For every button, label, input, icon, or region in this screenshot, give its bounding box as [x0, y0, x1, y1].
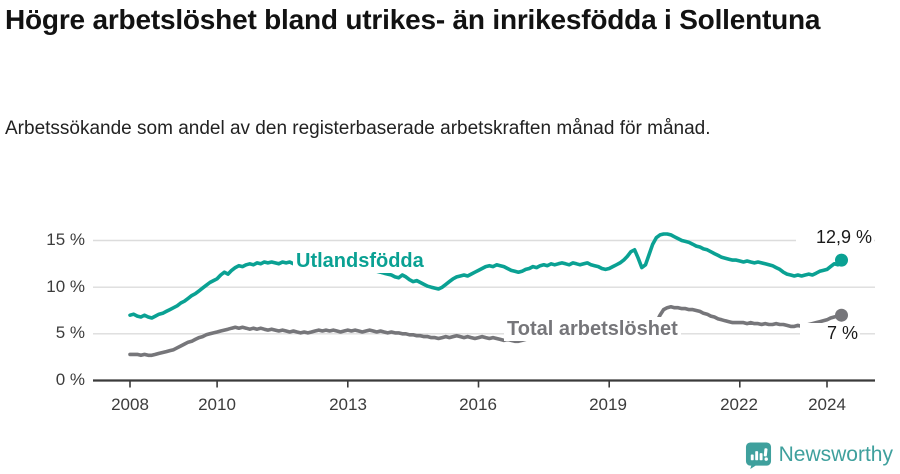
x-tick-label-2016: 2016: [459, 395, 497, 414]
y-tick-label-5: 5 %: [55, 323, 85, 342]
end-value-total: 7 %: [800, 323, 860, 344]
y-tick-label-15: 15 %: [46, 230, 85, 249]
chart-subtitle: Arbetssökande som andel av den registerb…: [5, 118, 711, 139]
x-tick-label-2019: 2019: [589, 395, 627, 414]
series-endpoint-0: [835, 253, 848, 267]
series-line-1: [128, 304, 844, 358]
x-tick-label-2022: 2022: [720, 395, 758, 414]
chart-title: Högre arbetslöshet bland utrikes- än inr…: [5, 4, 821, 35]
newsworthy-brand[interactable]: Newsworthy: [745, 441, 893, 469]
end-value-utlandsfodda: 12,9 %: [796, 227, 874, 248]
series-line-0: [128, 232, 844, 320]
series-label-total: Total arbetslöshet: [504, 317, 681, 341]
series-label-utlandsfodda: Utlandsfödda: [293, 249, 427, 273]
newsworthy-logo-icon: [745, 442, 771, 469]
x-tick-label-2010: 2010: [198, 395, 236, 414]
y-tick-label-10: 10 %: [46, 277, 85, 296]
x-tick-label-2024: 2024: [808, 395, 846, 414]
x-tick-label-2013: 2013: [329, 395, 367, 414]
y-tick-label-0: 0 %: [55, 370, 85, 389]
newsworthy-brand-label: Newsworthy: [778, 443, 893, 466]
series-endpoint-1: [835, 308, 848, 322]
x-tick-label-2008: 2008: [111, 395, 149, 414]
